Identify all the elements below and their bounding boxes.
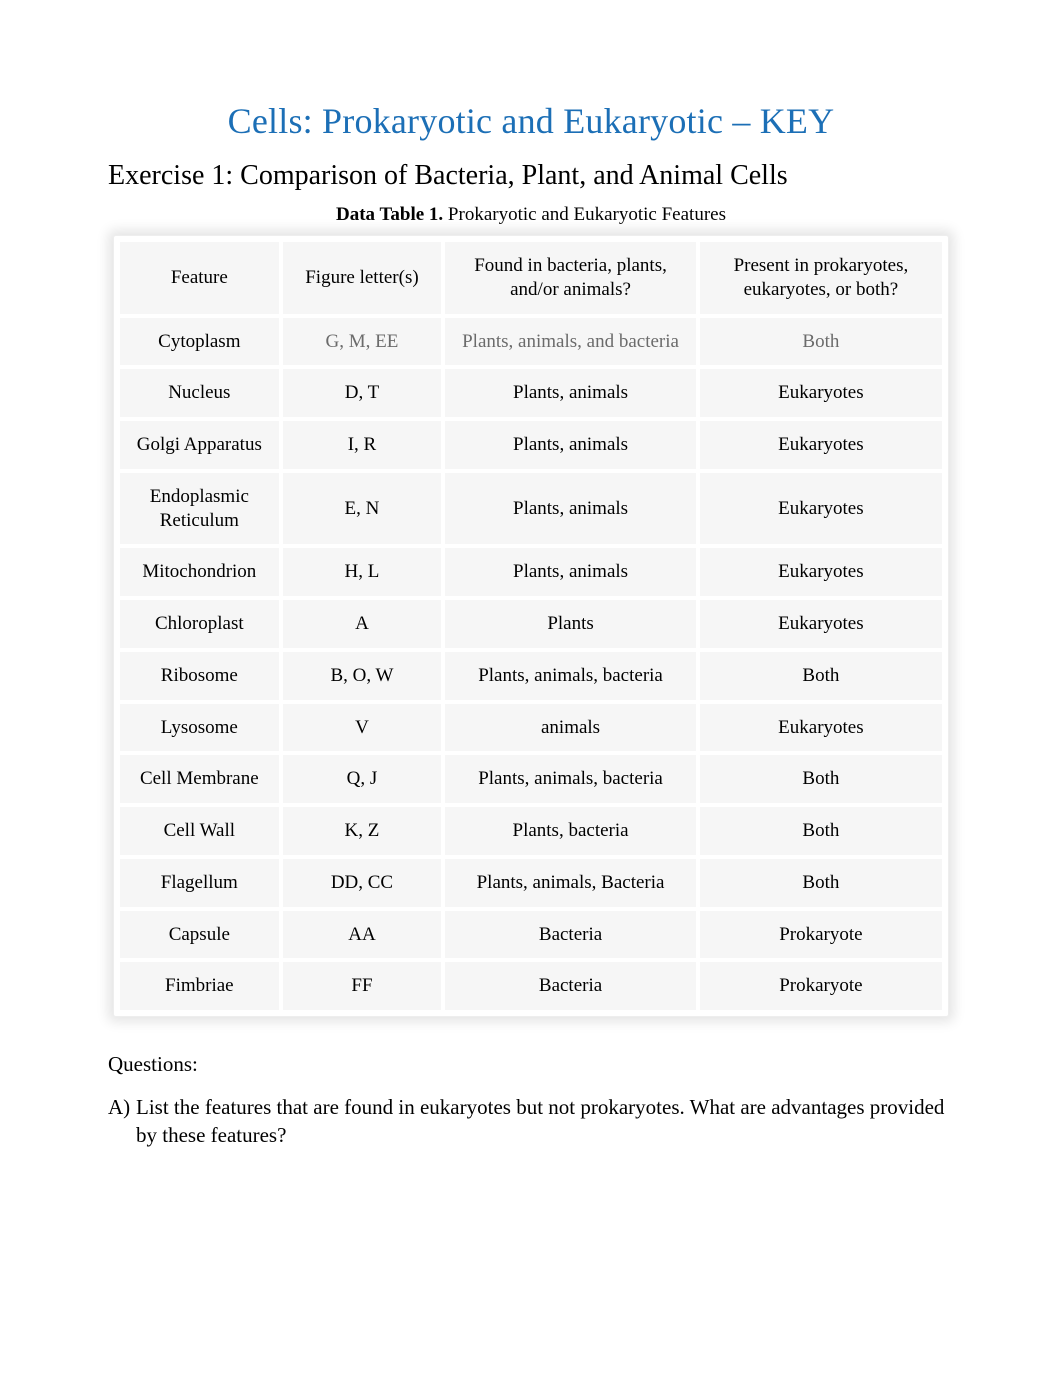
- data-table-container: Feature Figure letter(s) Found in bacter…: [114, 236, 948, 1016]
- cell-found-in: Plants, animals, and bacteria: [445, 318, 696, 366]
- cell-presence: Eukaryotes: [700, 473, 942, 545]
- table-row: LysosomeVanimalsEukaryotes: [120, 704, 942, 752]
- table-header-row: Feature Figure letter(s) Found in bacter…: [120, 242, 942, 314]
- question-item: A)List the features that are found in eu…: [108, 1093, 954, 1150]
- cell-presence: Both: [700, 859, 942, 907]
- table-row: CytoplasmG, M, EEPlants, animals, and ba…: [120, 318, 942, 366]
- col-presence: Present in prokaryotes, eukaryotes, or b…: [700, 242, 942, 314]
- cell-found-in: Plants, animals, Bacteria: [445, 859, 696, 907]
- cell-feature: Cell Wall: [120, 807, 279, 855]
- table-row: FimbriaeFFBacteriaProkaryote: [120, 962, 942, 1010]
- cell-found-in: Plants, animals: [445, 473, 696, 545]
- cell-found-in: Plants, animals, bacteria: [445, 755, 696, 803]
- cell-feature: Cell Membrane: [120, 755, 279, 803]
- cell-feature: Nucleus: [120, 369, 279, 417]
- cell-found-in: animals: [445, 704, 696, 752]
- table-row: Cell WallK, ZPlants, bacteriaBoth: [120, 807, 942, 855]
- cell-letters: D, T: [283, 369, 442, 417]
- cell-presence: Eukaryotes: [700, 600, 942, 648]
- cell-letters: V: [283, 704, 442, 752]
- page-title: Cells: Prokaryotic and Eukaryotic – KEY: [108, 100, 954, 142]
- cell-found-in: Plants, animals: [445, 421, 696, 469]
- table-row: Endoplasmic ReticulumE, NPlants, animals…: [120, 473, 942, 545]
- cell-found-in: Plants, animals: [445, 548, 696, 596]
- col-feature: Feature: [120, 242, 279, 314]
- table-row: NucleusD, TPlants, animalsEukaryotes: [120, 369, 942, 417]
- cell-presence: Both: [700, 755, 942, 803]
- question-letter: A): [108, 1093, 136, 1150]
- cell-feature: Mitochondrion: [120, 548, 279, 596]
- cell-feature: Lysosome: [120, 704, 279, 752]
- cell-feature: Ribosome: [120, 652, 279, 700]
- questions-list: A)List the features that are found in eu…: [108, 1093, 954, 1150]
- cell-letters: G, M, EE: [283, 318, 442, 366]
- table-body: CytoplasmG, M, EEPlants, animals, and ba…: [120, 318, 942, 1011]
- cell-feature: Chloroplast: [120, 600, 279, 648]
- cell-letters: A: [283, 600, 442, 648]
- table-caption-title: Prokaryotic and Eukaryotic Features: [443, 204, 726, 225]
- table-row: Golgi ApparatusI, RPlants, animalsEukary…: [120, 421, 942, 469]
- table-caption: Data Table 1. Prokaryotic and Eukaryotic…: [108, 204, 954, 226]
- table-row: ChloroplastAPlantsEukaryotes: [120, 600, 942, 648]
- cell-found-in: Plants, animals, bacteria: [445, 652, 696, 700]
- cell-presence: Prokaryote: [700, 962, 942, 1010]
- col-letters: Figure letter(s): [283, 242, 442, 314]
- cell-letters: K, Z: [283, 807, 442, 855]
- cell-presence: Eukaryotes: [700, 421, 942, 469]
- exercise-heading: Exercise 1: Comparison of Bacteria, Plan…: [108, 160, 954, 192]
- cell-presence: Eukaryotes: [700, 369, 942, 417]
- cell-presence: Both: [700, 318, 942, 366]
- cell-found-in: Plants, bacteria: [445, 807, 696, 855]
- cell-letters: FF: [283, 962, 442, 1010]
- cell-letters: DD, CC: [283, 859, 442, 907]
- cell-found-in: Plants: [445, 600, 696, 648]
- cell-letters: Q, J: [283, 755, 442, 803]
- cell-found-in: Bacteria: [445, 911, 696, 959]
- cell-letters: H, L: [283, 548, 442, 596]
- cell-presence: Both: [700, 807, 942, 855]
- table-row: RibosomeB, O, WPlants, animals, bacteria…: [120, 652, 942, 700]
- data-table: Feature Figure letter(s) Found in bacter…: [116, 238, 946, 1014]
- cell-letters: E, N: [283, 473, 442, 545]
- cell-found-in: Plants, animals: [445, 369, 696, 417]
- cell-feature: Golgi Apparatus: [120, 421, 279, 469]
- cell-letters: AA: [283, 911, 442, 959]
- cell-letters: B, O, W: [283, 652, 442, 700]
- cell-presence: Eukaryotes: [700, 548, 942, 596]
- table-row: FlagellumDD, CCPlants, animals, Bacteria…: [120, 859, 942, 907]
- col-found-in: Found in bacteria, plants, and/or animal…: [445, 242, 696, 314]
- cell-feature: Flagellum: [120, 859, 279, 907]
- cell-feature: Capsule: [120, 911, 279, 959]
- cell-letters: I, R: [283, 421, 442, 469]
- cell-feature: Fimbriae: [120, 962, 279, 1010]
- cell-feature: Endoplasmic Reticulum: [120, 473, 279, 545]
- table-row: MitochondrionH, LPlants, animalsEukaryot…: [120, 548, 942, 596]
- cell-feature: Cytoplasm: [120, 318, 279, 366]
- questions-heading: Questions:: [108, 1052, 954, 1077]
- cell-presence: Eukaryotes: [700, 704, 942, 752]
- cell-found-in: Bacteria: [445, 962, 696, 1010]
- table-row: Cell MembraneQ, JPlants, animals, bacter…: [120, 755, 942, 803]
- table-row: CapsuleAABacteriaProkaryote: [120, 911, 942, 959]
- cell-presence: Prokaryote: [700, 911, 942, 959]
- cell-presence: Both: [700, 652, 942, 700]
- question-text: List the features that are found in euka…: [136, 1093, 954, 1150]
- table-caption-label: Data Table 1.: [336, 204, 443, 225]
